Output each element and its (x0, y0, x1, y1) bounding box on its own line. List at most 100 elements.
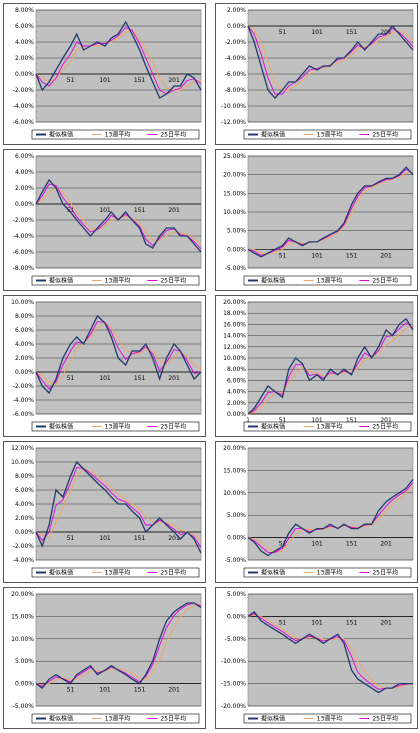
x-tick-label: 51 (67, 375, 75, 382)
legend-label: 25日平均 (372, 715, 398, 723)
legend (243, 421, 412, 432)
legend-label: 擬似株価 (49, 277, 73, 285)
y-tick-label: 5.00% (227, 591, 246, 598)
series-ma25 (35, 27, 202, 95)
x-tick-label: 51 (67, 535, 75, 542)
legend-label: 13週平均 (317, 715, 343, 723)
y-tick-label: 2.00% (15, 55, 34, 62)
legend-label: 13週平均 (105, 423, 131, 431)
x-tick-label: 201 (168, 375, 180, 382)
y-tick-label: -5.00% (225, 636, 247, 643)
x-tick-label: 101 (311, 252, 323, 259)
y-tick-label: 10.00% (223, 209, 246, 216)
chart-svg: 10.00% 8.00% 6.00% 4.00% 2.00% 0.00% -2.00% -4.… (11, 299, 202, 432)
chart-panel-3: 6.00% 4.00% 2.00% 0.00% -2.00% -4.00% -6.00% -8… (3, 149, 206, 291)
y-tick-label: 4.00% (15, 39, 34, 46)
y-tick-label: 14.00% (223, 333, 246, 340)
y-tick-label: 20.00% (223, 299, 246, 306)
y-tick-label: -8.00% (13, 265, 35, 272)
y-tick-label: -5.00% (13, 703, 35, 710)
y-tick-label: 25.00% (223, 153, 246, 160)
y-tick-label: -6.00% (13, 249, 35, 256)
series-ma13 (247, 326, 414, 415)
legend (243, 275, 412, 286)
legend-label: 25日平均 (160, 715, 186, 723)
series-ma25 (35, 321, 202, 390)
x-tick-label: 151 (134, 77, 146, 84)
plot-area (247, 593, 414, 707)
y-tick-label: -2.00% (13, 543, 35, 550)
y-tick-label: 8.00% (227, 366, 246, 373)
chart-svg: 6.00% 4.00% 2.00% 0.00% -2.00% -4.00% -6.00% -8… (13, 153, 202, 286)
y-tick-label: 15.00% (223, 190, 246, 197)
chart-svg: 8.00% 6.00% 4.00% 2.00% 0.00% -2.00% -4.00% -6.… (13, 7, 202, 140)
y-tick-label: 2.00% (227, 400, 246, 407)
legend-label: 擬似株価 (261, 569, 285, 577)
y-tick-label: -5.00% (225, 557, 247, 564)
y-tick-label: 10.00% (11, 636, 34, 643)
y-tick-label: -6.00% (225, 71, 247, 78)
y-tick-label: 15.00% (223, 467, 246, 474)
x-tick-label: 101 (311, 541, 323, 548)
y-tick-label: 0.00% (227, 613, 246, 620)
x-tick-label: 1 (246, 417, 250, 424)
y-tick-label: 8.00% (15, 7, 34, 14)
y-tick-label: 10.00% (223, 355, 246, 362)
x-tick-label: 51 (279, 29, 287, 36)
legend-label: 25日平均 (160, 131, 186, 139)
legend-label: 13週平均 (317, 423, 343, 431)
y-tick-label: 0.00% (15, 681, 34, 688)
y-tick-label: -20.00% (221, 703, 246, 710)
x-tick-label: 201 (380, 541, 392, 548)
legend-label: 25日平均 (372, 131, 398, 139)
series-ma13 (35, 322, 202, 386)
legend-label: 25日平均 (372, 423, 398, 431)
y-tick-label: 5.00% (15, 658, 34, 665)
series-price (35, 602, 202, 689)
x-tick-label: 101 (311, 417, 323, 424)
series-ma25 (247, 482, 414, 553)
legend (31, 713, 200, 724)
y-tick-label: 10.00% (223, 490, 246, 497)
y-tick-label: -4.00% (13, 233, 35, 240)
y-tick-label: -2.00% (13, 87, 35, 94)
chart-svg: 5.00% 0.00% -5.00% -10.00% -15.00% -20.00% 51 1… (221, 591, 414, 724)
y-tick-label: 12.00% (223, 344, 246, 351)
x-tick-label: 201 (380, 417, 392, 424)
x-tick-label: 101 (99, 375, 111, 382)
y-tick-label: 20.00% (223, 445, 246, 452)
legend-label: 13週平均 (317, 569, 343, 577)
series-price (247, 24, 414, 99)
y-tick-label: 10.00% (11, 459, 34, 466)
y-tick-label: -2.00% (13, 217, 35, 224)
x-tick-label: 101 (99, 535, 111, 542)
chart-panel-5: 10.00% 8.00% 6.00% 4.00% 2.00% 0.00% -2.00% -4.… (3, 295, 206, 437)
x-tick-label: 51 (279, 252, 287, 259)
chart-svg: 2.00% 0.00% -2.00% -4.00% -6.00% -8.00% -10.00… (221, 7, 414, 140)
chart-svg: 20.00%18.00%16.00%14.00%12.00%10.00%8.00… (223, 299, 414, 432)
y-tick-label: 0.00% (15, 529, 34, 536)
legend-label: 擬似株価 (261, 277, 285, 285)
y-tick-label: -5.00% (225, 265, 247, 272)
y-tick-label: 6.00% (15, 327, 34, 334)
y-tick-label: 4.00% (15, 341, 34, 348)
y-tick-label: 18.00% (223, 310, 246, 317)
legend-label: 13週平均 (317, 131, 343, 139)
y-tick-label: -8.00% (225, 87, 247, 94)
y-tick-label: 0.00% (227, 23, 246, 30)
x-tick-label: 151 (346, 541, 358, 548)
x-tick-label: 201 (168, 207, 180, 214)
y-tick-label: 4.00% (227, 389, 246, 396)
chart-svg: 12.00% 10.00% 8.00% 6.00% 4.00% 2.00% 0.00% -2.… (11, 445, 202, 578)
plot-area (247, 447, 414, 561)
chart-svg: 20.00% 15.00% 10.00% 5.00% 0.00% -5.00% 51 101 1… (11, 591, 202, 724)
series-ma25 (35, 467, 202, 548)
y-tick-label: 6.00% (15, 23, 34, 30)
y-tick-label: 5.00% (227, 228, 246, 235)
y-tick-label: -10.00% (221, 658, 246, 665)
x-tick-label: 151 (134, 207, 146, 214)
x-tick-label: 151 (346, 252, 358, 259)
series-price (35, 178, 202, 253)
chart-panel-4: 25.00% 20.00% 15.00% 10.00% 5.00% 0.00% -5.00%… (215, 149, 418, 291)
x-tick-label: 151 (346, 619, 358, 626)
